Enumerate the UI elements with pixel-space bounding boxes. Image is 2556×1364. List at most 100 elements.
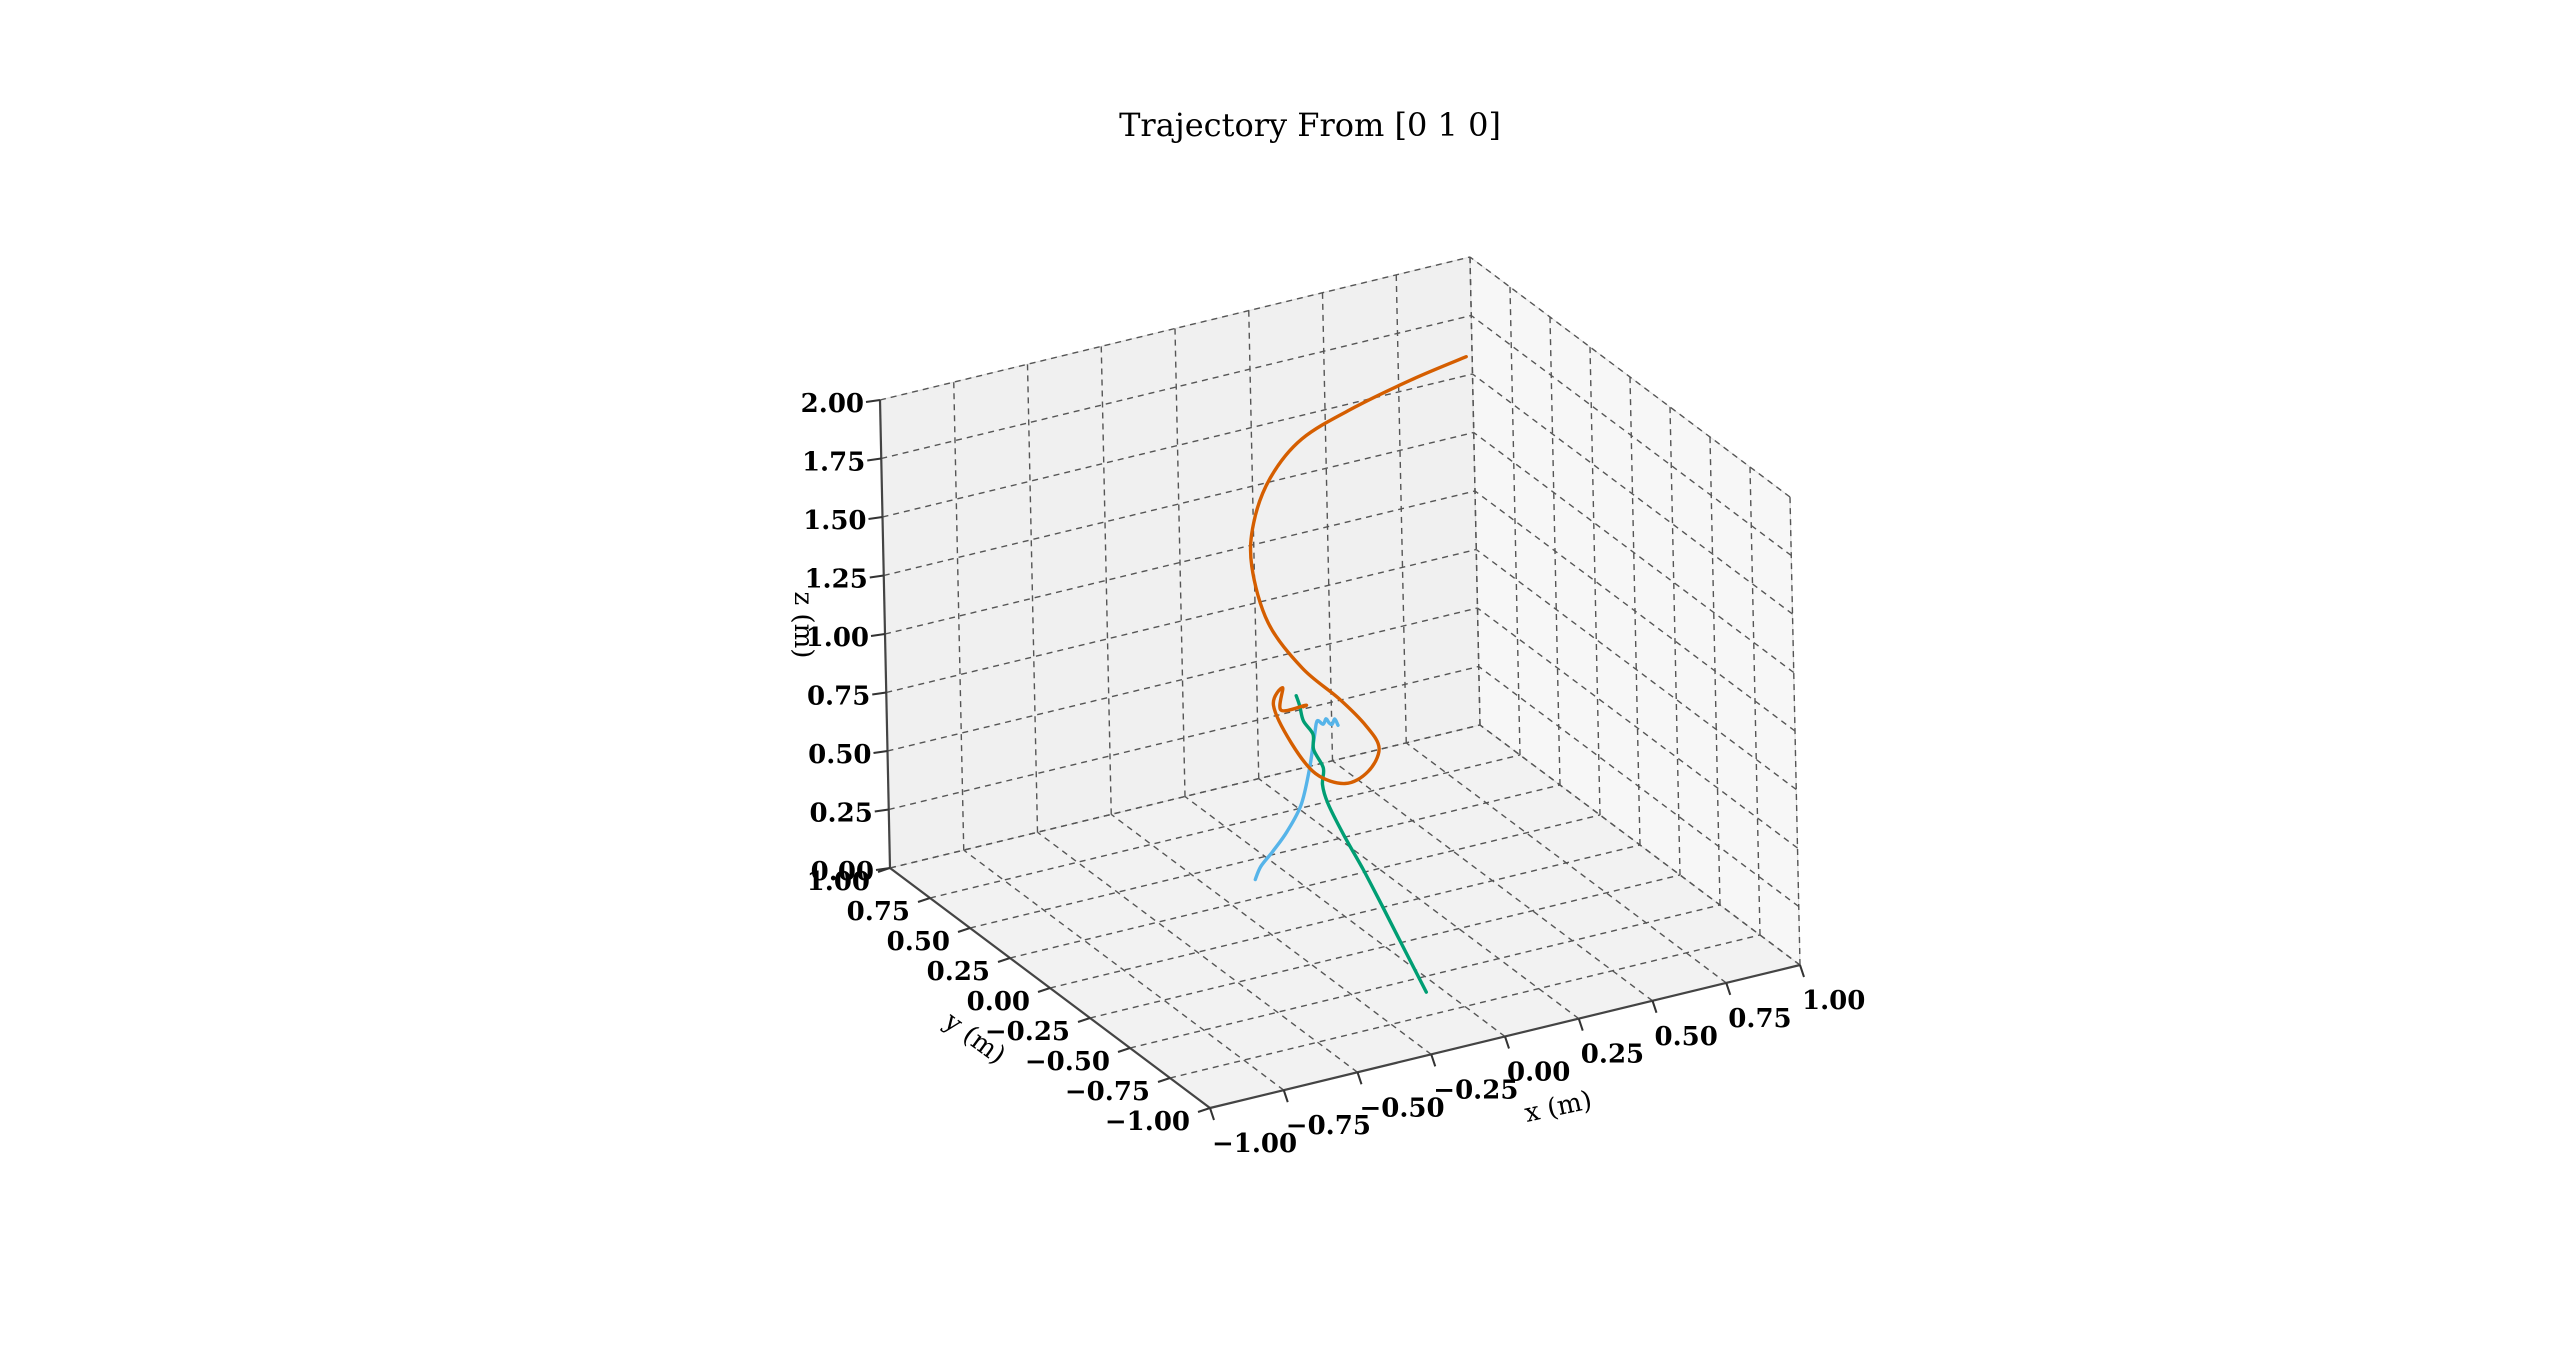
z-tick-mark (872, 691, 887, 696)
y-tick-label: 0.50 (887, 927, 950, 957)
series-line-1 (1253, 717, 1340, 882)
y-tick-mark (957, 927, 971, 933)
back-grid-z (882, 373, 1473, 518)
side-grid-z (1469, 256, 1791, 498)
x-tick-label: −1.00 (1212, 1129, 1297, 1159)
floor-grid-x (1258, 778, 1580, 1020)
y-tick-mark (917, 897, 931, 903)
series-group (1248, 355, 1468, 994)
z-tick-mark (870, 633, 886, 637)
y-tick-mark (1197, 1107, 1211, 1113)
tick-labels: −1.00−0.75−0.50−0.250.000.250.500.751.00… (801, 389, 1866, 1159)
x-tick-mark (1209, 1107, 1215, 1121)
x-tick-label: 0.50 (1655, 1022, 1718, 1052)
y-tick-label: −0.50 (1025, 1047, 1110, 1077)
floor-grid-y (929, 754, 1521, 899)
side-grid-z (1473, 431, 1795, 674)
side-grid-y (1549, 316, 1561, 786)
x-tick-label: 0.25 (1581, 1040, 1644, 1070)
series-line-3 (1248, 355, 1468, 786)
side-grid-y (1589, 346, 1601, 816)
back-grid-z (883, 431, 1474, 577)
floor-grid-x (1479, 724, 1801, 966)
x-tick-label: −0.25 (1433, 1075, 1518, 1105)
x-axis-label: x (m) (1522, 1085, 1595, 1128)
chart-title: Trajectory From [0 1 0] (1119, 106, 1501, 144)
y-tick-label: 1.00 (807, 867, 870, 897)
x-tick-label: 0.00 (1507, 1058, 1570, 1088)
y-tick-mark (1157, 1077, 1171, 1083)
x-tick-mark (1799, 964, 1805, 978)
x-tick-mark (1651, 1000, 1658, 1014)
floor-grid-x (963, 849, 1285, 1091)
floor-grid-x (1405, 742, 1727, 984)
z-tick-mark (865, 399, 881, 403)
z-tick-mark (868, 516, 883, 520)
series-line-2 (1294, 694, 1428, 994)
back-grid-z (884, 490, 1476, 635)
floor-grid-y (1129, 904, 1721, 1049)
x-tick-label: −0.50 (1360, 1093, 1445, 1123)
y-tick-mark (1077, 1017, 1091, 1023)
side-grid-y (1669, 406, 1681, 876)
grid-lines (879, 256, 1801, 1109)
z-tick-mark (867, 457, 882, 462)
z-tick-label: 0.50 (808, 740, 871, 770)
floor-grid-y (1049, 844, 1641, 989)
x-tick-mark (1282, 1089, 1289, 1103)
side-grid-z (1475, 548, 1797, 791)
z-axis-label: z (m) (788, 592, 818, 659)
side-grid-z (1474, 490, 1796, 732)
floor-grid-y (1009, 814, 1601, 959)
z-tick-label: 1.75 (802, 448, 865, 478)
y-tick-mark (1117, 1047, 1131, 1053)
y-tick-mark (1037, 987, 1051, 993)
x-tick-label: 1.00 (1802, 986, 1865, 1016)
back-grid-x (1321, 292, 1334, 761)
x-tick-mark (1430, 1054, 1437, 1067)
floor-grid-y (1169, 934, 1761, 1079)
back-grid-x (1395, 274, 1407, 743)
side-grid-z (1472, 373, 1793, 615)
floor-grid-x (1037, 831, 1358, 1073)
back-grid-x (1174, 328, 1186, 797)
z-tick-mark (869, 574, 884, 579)
back-grid-z (886, 548, 1477, 694)
floor-grid-x (1184, 795, 1506, 1038)
z-tick-label: 1.00 (806, 623, 869, 653)
floor-grid-y (1089, 874, 1681, 1019)
x-tick-label: 0.75 (1728, 1004, 1791, 1034)
axis-panes (879, 255, 1802, 1109)
z-tick-label: 1.25 (804, 565, 867, 595)
y-tick-label: −0.25 (985, 1017, 1070, 1047)
back-grid-x (1100, 346, 1112, 815)
x-tick-label: −0.75 (1286, 1111, 1371, 1141)
y-tick-label: 0.25 (927, 957, 990, 987)
back-grid-x (1026, 364, 1039, 833)
z-tick-mark (875, 867, 891, 871)
x-tick-mark (1504, 1036, 1510, 1049)
x-tick-mark (1356, 1071, 1363, 1085)
back-grid-x (953, 382, 965, 851)
floor-grid-x (1332, 760, 1653, 1002)
x-tick-mark (1577, 1018, 1584, 1031)
floor-grid-x (1110, 813, 1432, 1055)
z-tick-mark (874, 808, 889, 813)
back-grid-z (887, 607, 1478, 752)
z-tick-label: 0.75 (807, 682, 870, 712)
side-grid-y (1509, 286, 1521, 756)
z-tick-mark (873, 750, 888, 754)
back-grid-x (1248, 310, 1260, 779)
z-tick-label: 2.00 (801, 389, 864, 419)
floor-grid-y (889, 724, 1481, 869)
y-tick-label: 0.00 (967, 987, 1030, 1017)
y-tick-label: 0.75 (847, 897, 910, 927)
side-grid-y (1469, 256, 1481, 726)
z-tick-label: 0.25 (809, 799, 872, 829)
side-grid-z (1470, 314, 1792, 557)
z-tick-label: 0.00 (811, 857, 874, 887)
back-grid-z (888, 665, 1479, 811)
floor-grid-y (969, 784, 1561, 929)
